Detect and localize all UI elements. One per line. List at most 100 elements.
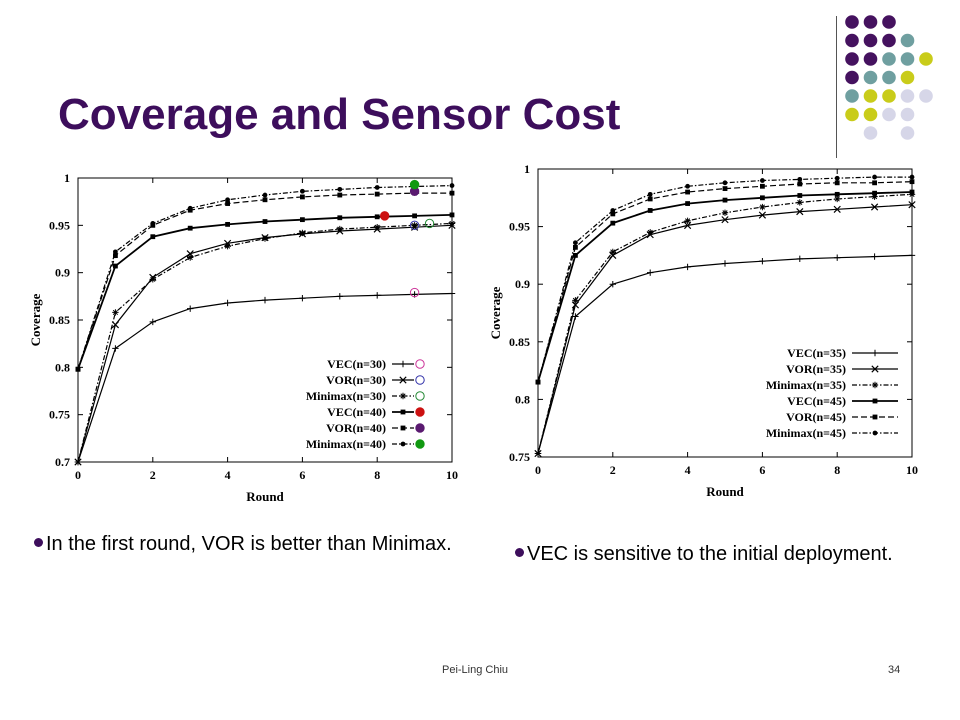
data-point <box>300 188 305 194</box>
data-point <box>609 248 616 256</box>
data-point <box>722 197 728 203</box>
data-point <box>573 240 578 246</box>
y-tick-label: 0.7 <box>55 455 70 469</box>
y-axis-label: Coverage <box>488 286 503 339</box>
legend-marker <box>399 392 407 400</box>
legend-marker <box>400 409 406 415</box>
data-point <box>759 257 766 265</box>
data-point <box>374 191 380 197</box>
data-point <box>299 295 306 302</box>
x-tick-label: 4 <box>225 468 231 482</box>
decoration-dot-lavender <box>900 107 915 122</box>
y-tick-label: 0.85 <box>509 335 530 349</box>
data-point <box>337 215 343 221</box>
legend-marker <box>872 414 878 420</box>
bullet-item-vec-sensitivity: VEC is sensitive to the initial deployme… <box>515 540 935 568</box>
series-vor-n-30- <box>74 221 456 466</box>
x-tick-label: 0 <box>75 468 81 482</box>
data-point <box>908 252 916 259</box>
y-tick-label: 0.75 <box>49 408 70 422</box>
data-point <box>834 195 841 203</box>
decoration-dot-purple <box>863 33 878 48</box>
data-point <box>683 221 692 230</box>
data-point <box>721 260 729 267</box>
series-vec-n-30- <box>74 290 456 466</box>
data-point <box>149 318 156 326</box>
plot-frame <box>537 168 913 458</box>
y-tick-label: 0.95 <box>49 218 70 232</box>
decoration-dot-lavender <box>882 107 896 122</box>
series-minimax-n-30- <box>74 220 456 466</box>
decorative-dot-grid <box>845 15 933 140</box>
data-point <box>113 263 118 269</box>
decoration-dot-purple <box>863 52 878 66</box>
data-point <box>797 176 803 182</box>
decoration-dot-lime <box>900 70 915 85</box>
data-point <box>871 193 878 200</box>
series-line <box>77 224 453 463</box>
footer-author: Pei-Ling Chiu <box>442 664 509 676</box>
legend-label: Minimax(n=30) <box>306 389 386 403</box>
data-point <box>871 253 878 260</box>
series-minimax-n-40- <box>75 183 455 372</box>
legend-marker <box>399 360 407 368</box>
data-point <box>796 207 804 216</box>
decoration-dot-lime <box>919 52 933 66</box>
data-point <box>870 203 879 211</box>
x-axis-label: Round <box>246 489 284 504</box>
data-point <box>685 183 690 189</box>
data-point <box>758 211 767 219</box>
legend-color-marker <box>415 359 425 369</box>
bullet-dot-icon <box>34 538 43 547</box>
data-point <box>909 179 915 185</box>
decoration-dot-purple <box>863 15 878 29</box>
decoration-dot-lavender <box>900 126 915 140</box>
data-point <box>610 211 616 217</box>
legend-label: Minimax(n=35) <box>766 378 846 392</box>
decoration-dot-lime <box>863 89 878 103</box>
data-point <box>150 234 156 240</box>
decoration-dot-teal <box>845 89 859 103</box>
data-point <box>796 255 803 263</box>
data-point <box>187 305 194 312</box>
data-point <box>572 297 579 304</box>
series-line <box>537 254 913 454</box>
y-tick-label: 1 <box>524 162 530 176</box>
data-point <box>187 225 193 231</box>
data-point <box>722 186 728 191</box>
legend-color-marker <box>415 439 425 449</box>
series-vor-n-40- <box>75 190 455 372</box>
legend-marker <box>400 425 406 431</box>
data-point <box>872 190 877 196</box>
decoration-dot-purple <box>882 15 896 29</box>
x-tick-label: 8 <box>374 468 380 482</box>
data-point <box>449 212 455 218</box>
decoration-dot-teal <box>863 70 878 85</box>
decoration-dot-lime <box>863 107 878 122</box>
legend-marker <box>400 441 406 447</box>
legend-label: VOR(n=40) <box>326 421 386 435</box>
data-point <box>261 235 269 242</box>
data-point <box>909 174 915 180</box>
data-point <box>225 221 230 227</box>
bullet-text: In the first round, VOR is better than M… <box>46 533 452 555</box>
y-tick-label: 0.9 <box>515 277 530 291</box>
data-point <box>685 189 690 195</box>
data-point <box>572 313 579 320</box>
decoration-dot-purple <box>845 52 859 66</box>
decoration-dot-lavender <box>863 126 878 140</box>
x-tick-label: 8 <box>834 463 840 477</box>
legend-label: VOR(n=45) <box>786 410 846 424</box>
data-point <box>684 263 691 271</box>
data-point <box>187 205 193 211</box>
data-point <box>150 221 156 226</box>
legend-label: VOR(n=35) <box>786 362 846 376</box>
series-line <box>537 181 913 383</box>
legend-label: VEC(n=30) <box>327 357 386 371</box>
data-point <box>261 296 269 304</box>
decoration-dot-purple <box>882 33 896 48</box>
y-tick-label: 0.8 <box>55 360 70 374</box>
footer-page-number: 34 <box>888 664 901 676</box>
series-vec-n-35- <box>534 252 916 457</box>
series-line <box>77 185 453 370</box>
